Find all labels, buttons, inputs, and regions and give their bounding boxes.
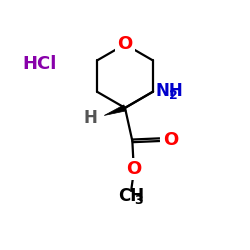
Text: 3: 3 xyxy=(134,194,143,207)
Text: HCl: HCl xyxy=(22,55,57,73)
Text: O: O xyxy=(163,131,178,149)
Text: O: O xyxy=(126,160,141,178)
Text: 2: 2 xyxy=(170,89,178,102)
Text: H: H xyxy=(84,109,98,127)
Text: O: O xyxy=(118,35,132,53)
Text: NH: NH xyxy=(156,82,183,100)
Text: CH: CH xyxy=(118,187,144,205)
Polygon shape xyxy=(104,105,126,116)
